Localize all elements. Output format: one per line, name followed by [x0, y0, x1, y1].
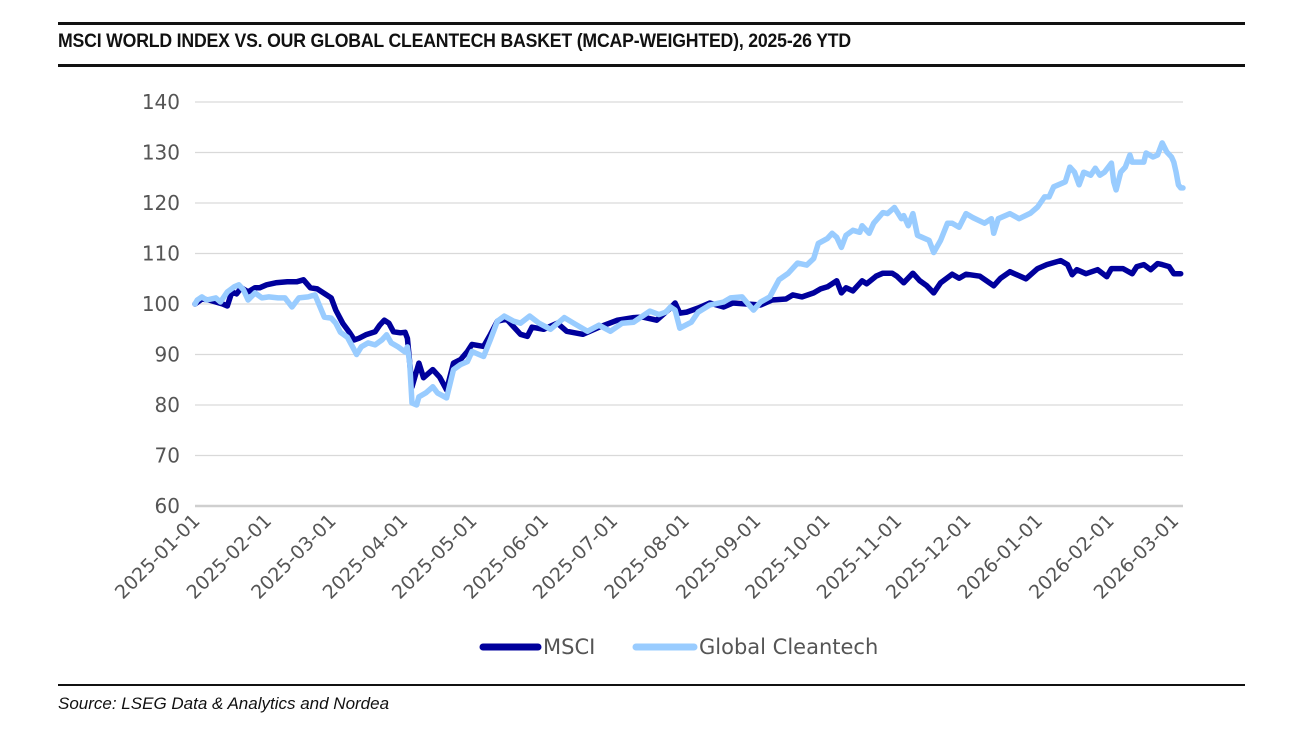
gridlines — [195, 101, 1183, 508]
y-tick-label: 70 — [155, 444, 180, 468]
legend: MSCI Global Cleantech — [479, 635, 878, 659]
footer-rule — [58, 684, 1245, 686]
y-tick-label: 140 — [142, 90, 180, 114]
x-axis-ticks: 2025-01-012025-02-012025-03-012025-04-01… — [111, 510, 1183, 604]
title-rule-bottom — [58, 64, 1245, 67]
y-tick-label: 60 — [155, 494, 180, 518]
series-lines — [192, 140, 1186, 408]
source-note: Source: LSEG Data & Analytics and Nordea — [58, 694, 390, 713]
legend-label-msci: MSCI — [543, 635, 595, 659]
y-tick-label: 110 — [142, 242, 180, 266]
y-tick-label: 80 — [155, 393, 180, 417]
series-line-global-cleantech — [192, 140, 1186, 408]
chart-title: MSCI WORLD INDEX VS. OUR GLOBAL CLEANTEC… — [58, 31, 851, 52]
title-rule-top — [58, 22, 1245, 25]
y-tick-label: 100 — [142, 292, 180, 316]
y-tick-label: 130 — [142, 141, 180, 165]
y-tick-label: 120 — [142, 191, 180, 215]
y-tick-label: 90 — [155, 343, 180, 367]
legend-label-global-cleantech: Global Cleantech — [699, 635, 878, 659]
y-axis-ticks: 60 70 80 90 100 110 120 130 140 — [142, 90, 180, 518]
